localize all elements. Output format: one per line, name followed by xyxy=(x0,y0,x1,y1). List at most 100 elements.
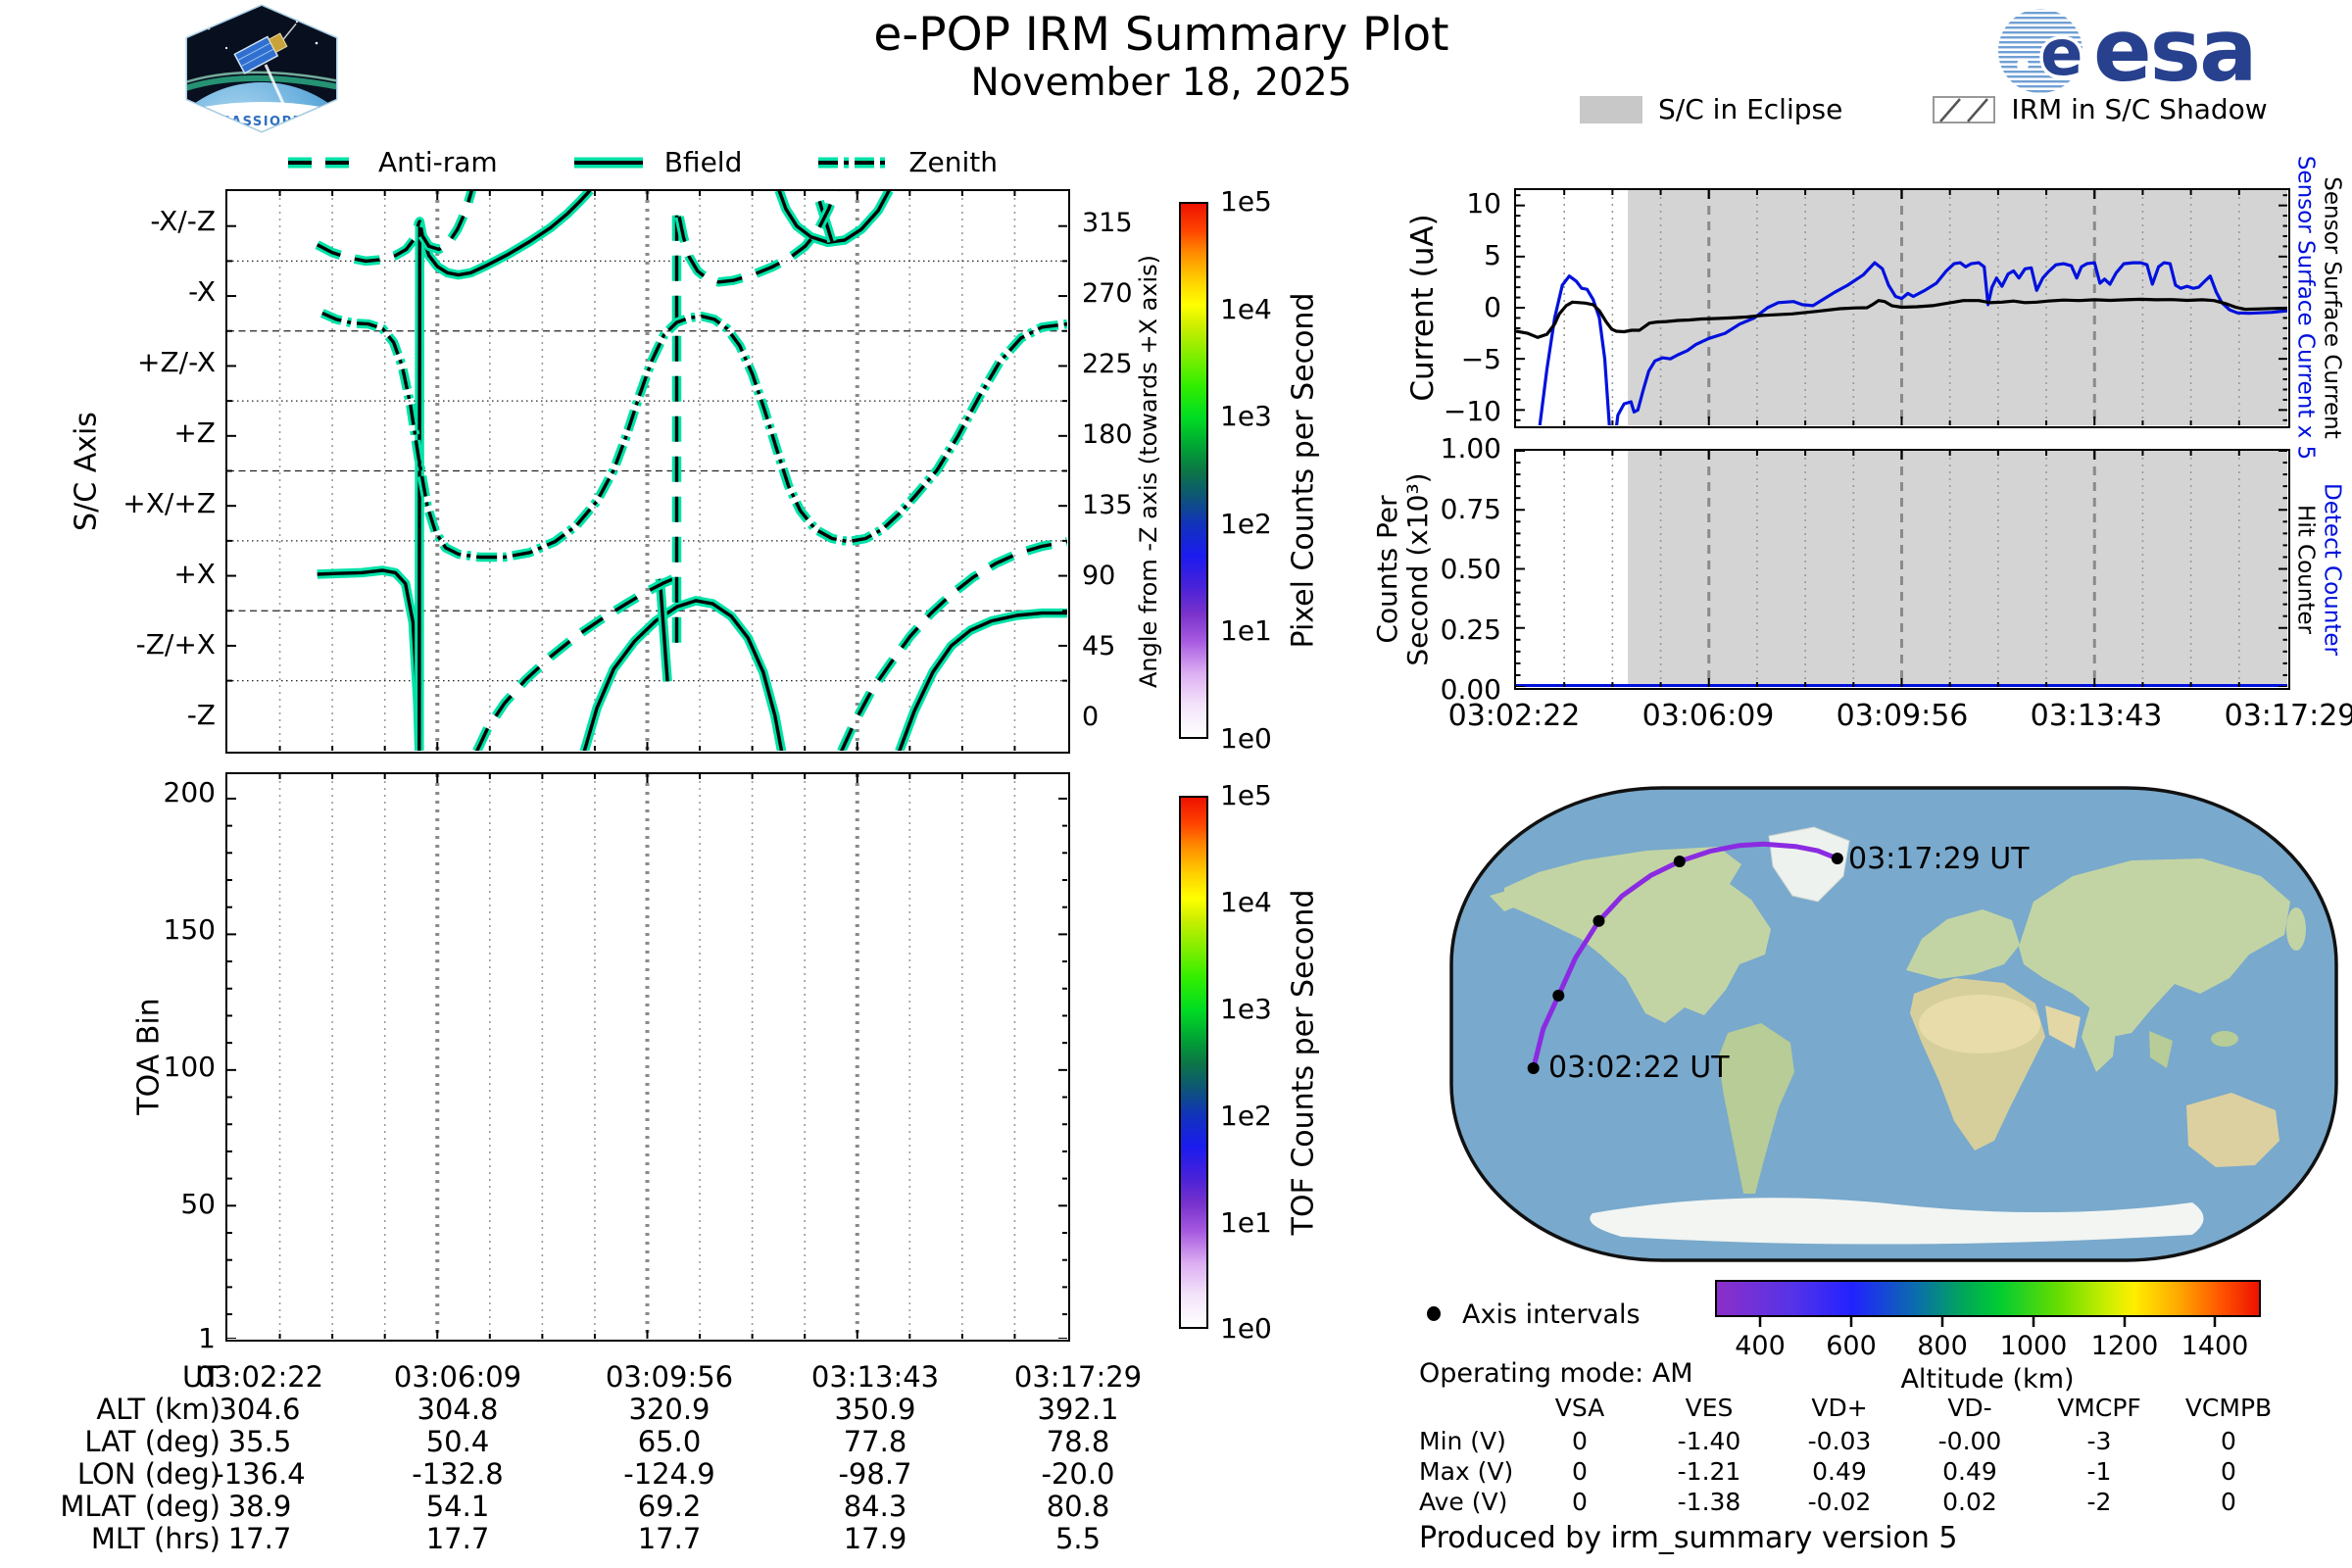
vt-row-label: Min (V) xyxy=(1419,1427,1506,1455)
vt-header: VCMPB xyxy=(2184,1394,2273,1422)
eph-cell: 03:06:09 xyxy=(393,1360,522,1394)
eph-row-label: UT xyxy=(182,1360,220,1394)
eph-cell: 304.8 xyxy=(416,1393,499,1426)
esa-logo-wordmark: esa xyxy=(2093,0,2257,101)
pixel-cb-tick: 1e1 xyxy=(1220,614,1272,647)
eph-row-label: ALT (km) xyxy=(96,1393,220,1426)
vt-cell: -2 xyxy=(2086,1488,2112,1516)
axis-intervals-dot xyxy=(1427,1306,1441,1321)
alt-tick: 600 xyxy=(1826,1331,1877,1361)
toa-ytick: 150 xyxy=(163,913,216,946)
cassiope-mission-patch: CASSIOPE xyxy=(185,4,338,133)
eph-row-label: LAT (deg) xyxy=(84,1425,220,1458)
vt-header: VSA xyxy=(1554,1394,1605,1422)
time-tick: 03:02:22 xyxy=(1447,699,1581,733)
tof-colorbar xyxy=(1179,796,1208,1329)
tof-cb-tick: 1e5 xyxy=(1220,779,1272,811)
sc-ytick-deg: 45 xyxy=(1082,631,1116,662)
eph-cell: -124.9 xyxy=(623,1457,715,1491)
alt-tick: 400 xyxy=(1735,1331,1786,1361)
tof-cb-tick: 1e4 xyxy=(1220,886,1272,918)
vt-cell: 0 xyxy=(1572,1427,1588,1455)
eph-cell: 03:09:56 xyxy=(605,1360,734,1394)
counts-plot xyxy=(1514,449,2290,690)
sc-plot-legend: Anti-ram Bfield Zenith xyxy=(286,143,1031,182)
pixel-cb-tick: 1e0 xyxy=(1220,722,1272,755)
eph-cell: -132.8 xyxy=(412,1457,504,1491)
vt-cell: -1.40 xyxy=(1677,1427,1741,1455)
sc-ytick-deg: 0 xyxy=(1082,702,1100,732)
vt-header: VES xyxy=(1685,1394,1734,1422)
operating-mode: Operating mode: AM xyxy=(1419,1358,1693,1389)
sc-plot-y2label: Angle from -Z axis (towards +X axis) xyxy=(1134,254,1162,689)
eph-cell: 03:13:43 xyxy=(810,1360,940,1394)
axis-intervals-label: Axis intervals xyxy=(1462,1299,1641,1330)
eph-cell: 35.5 xyxy=(227,1425,292,1458)
cur-ytick: 0 xyxy=(1484,291,1501,323)
eph-row-label: MLT (hrs) xyxy=(90,1522,220,1555)
sc-ytick: +X/+Z xyxy=(122,487,216,519)
cnt-ytick: 0.50 xyxy=(1440,553,1501,585)
cur-ytick: −10 xyxy=(1443,395,1501,427)
track-end-label: 03:17:29 UT xyxy=(1848,842,2030,876)
alt-tick: 800 xyxy=(1917,1331,1968,1361)
toa-ytick: 1 xyxy=(198,1322,216,1354)
sc-axis-plot xyxy=(225,189,1070,754)
vt-cell: 0 xyxy=(1572,1488,1588,1516)
vt-cell: 0.49 xyxy=(1812,1457,1867,1486)
vt-header: VD+ xyxy=(1811,1394,1868,1422)
pixel-cb-tick: 1e5 xyxy=(1220,185,1272,218)
sc-ytick: +Z/-X xyxy=(137,346,216,378)
eph-cell: 80.8 xyxy=(1046,1490,1110,1523)
eph-cell: 350.9 xyxy=(834,1393,916,1426)
tof-cb-tick: 1e2 xyxy=(1220,1100,1272,1132)
eph-cell: 17.7 xyxy=(425,1522,490,1555)
eph-cell: 03:17:29 xyxy=(1013,1360,1143,1394)
vt-cell: -1 xyxy=(2086,1457,2112,1486)
sc-ytick-deg: 315 xyxy=(1082,208,1133,238)
track-start-label: 03:02:22 UT xyxy=(1548,1051,1730,1085)
eph-cell: -20.0 xyxy=(1041,1457,1115,1491)
sc-ytick-deg: 180 xyxy=(1082,419,1133,450)
shadow-hatch-swatch xyxy=(1933,96,1996,123)
tof-cb-tick: 1e0 xyxy=(1220,1312,1272,1345)
time-tick: 03:09:56 xyxy=(1836,699,1969,733)
sc-ytick: +Z xyxy=(173,416,216,449)
vt-cell: 0 xyxy=(2221,1427,2236,1455)
eclipse-swatch xyxy=(1580,96,1642,123)
cnt-ytick: 0.75 xyxy=(1440,493,1501,525)
zenith-line-sample xyxy=(818,157,888,169)
eph-cell: 304.6 xyxy=(219,1393,301,1426)
pixel-cb-tick: 1e4 xyxy=(1220,293,1272,325)
cnt-ytick: 0.00 xyxy=(1440,673,1501,706)
eph-cell: 54.1 xyxy=(425,1490,490,1523)
eph-cell: -136.4 xyxy=(214,1457,306,1491)
eph-cell: 65.0 xyxy=(637,1425,702,1458)
eph-cell: 69.2 xyxy=(637,1490,702,1523)
eph-cell: 17.7 xyxy=(637,1522,702,1555)
vt-row-label: Ave (V) xyxy=(1419,1488,1508,1516)
sc-ytick: -X xyxy=(188,275,216,308)
vt-cell: -1.21 xyxy=(1677,1457,1741,1486)
vt-cell: -1.38 xyxy=(1677,1488,1741,1516)
tof-colorbar-title: TOF Counts per Second xyxy=(1286,889,1321,1236)
page-title: e-POP IRM Summary Plot xyxy=(873,8,1449,62)
eph-cell: 320.9 xyxy=(628,1393,710,1426)
cnt-ytick: 1.00 xyxy=(1440,432,1501,465)
legend-shadow: IRM in S/C Shadow xyxy=(2011,93,2268,125)
eph-cell: 17.7 xyxy=(227,1522,292,1555)
time-tick: 03:06:09 xyxy=(1642,699,1775,733)
tof-cb-tick: 1e3 xyxy=(1220,993,1272,1025)
pixel-colorbar-title: Pixel Counts per Second xyxy=(1286,292,1321,649)
sc-ytick-deg: 90 xyxy=(1082,561,1116,591)
toa-ytick: 200 xyxy=(163,776,216,808)
cur-ytick: 5 xyxy=(1484,239,1501,271)
alt-tick: 1200 xyxy=(2090,1331,2159,1361)
anti-ram-line-sample xyxy=(288,157,357,169)
esa-logo-globe: e xyxy=(1998,9,2086,94)
tof-cb-tick: 1e1 xyxy=(1220,1206,1272,1239)
sc-ytick-deg: 135 xyxy=(1082,490,1133,520)
cur-ytick: 10 xyxy=(1466,187,1501,220)
cur-ytick: −5 xyxy=(1460,343,1501,375)
vt-cell: -0.03 xyxy=(1807,1427,1872,1455)
